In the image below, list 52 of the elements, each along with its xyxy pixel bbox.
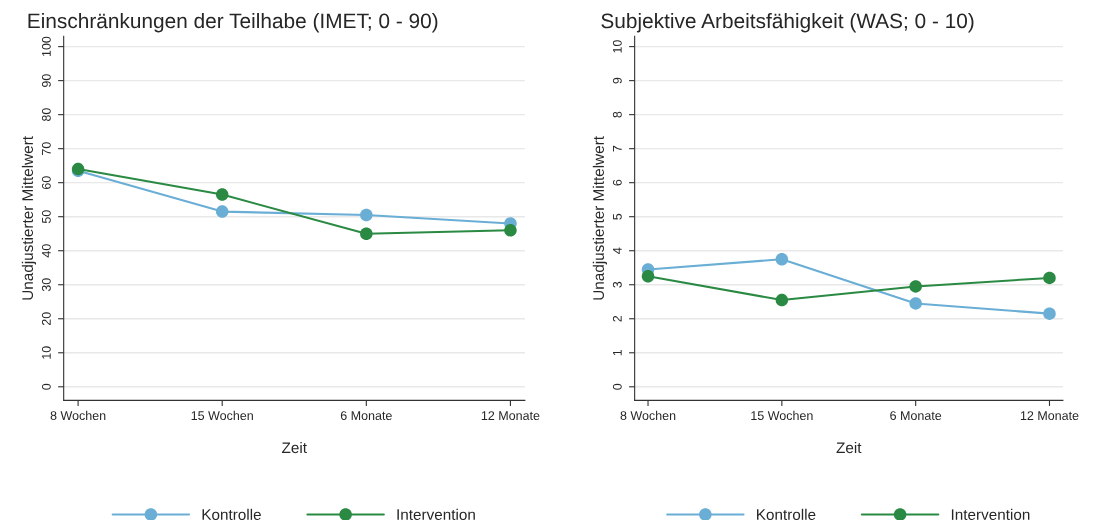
y-tick-label: 4 xyxy=(613,247,622,254)
y-tick-label: 100 xyxy=(41,36,51,57)
point xyxy=(909,280,922,293)
y-tick-label: 6 xyxy=(612,179,622,186)
point xyxy=(360,227,373,240)
x-tick-label: 6 Monate xyxy=(890,411,942,420)
y-tick-label: 2 xyxy=(612,315,622,322)
x-tick-label: 15 Wochen xyxy=(751,410,813,420)
y-tick-label: 8 xyxy=(612,111,622,118)
legend-label: Intervention xyxy=(951,508,1030,520)
y-tick-label: 5 xyxy=(613,213,622,220)
legend-label: Intervention xyxy=(397,508,475,520)
chart-title: Subjektive Arbeitsfähigkeit (WAS; 0 - 10) xyxy=(601,12,974,33)
y-tick-label: 20 xyxy=(41,312,51,326)
x-tick-label: 6 Monate xyxy=(340,411,392,420)
point xyxy=(360,208,373,222)
y-tick-label: 70 xyxy=(41,142,51,155)
y-tick-label: 10 xyxy=(41,346,51,359)
x-axis-title: Zeit xyxy=(836,441,862,454)
y-tick-label: 90 xyxy=(41,74,51,87)
point xyxy=(504,224,517,237)
point xyxy=(1043,307,1056,320)
x-tick-label: 15 Wochen xyxy=(191,410,253,420)
point xyxy=(215,188,229,201)
point xyxy=(641,269,655,283)
legend-label: Kontrolle xyxy=(757,508,816,520)
y-tick-label: 9 xyxy=(612,77,622,84)
x-axis-title: Zeit xyxy=(282,441,307,454)
y-axis-title: Unadjustierter Mittelwert xyxy=(592,136,608,300)
y-tick-label: 0 xyxy=(612,383,622,390)
point xyxy=(775,252,789,266)
y-tick-label: 60 xyxy=(41,176,51,189)
chart-title: Einschränkungen der Teilhabe (IMET; 0 - 90) xyxy=(28,12,438,33)
point xyxy=(215,205,229,218)
y-tick-label: 3 xyxy=(612,281,622,288)
y-tick-label: 80 xyxy=(41,108,51,122)
y-axis-title: Unadjustierter Mittelwert xyxy=(21,136,37,300)
x-tick-label: 12 Monate xyxy=(1020,411,1079,420)
point xyxy=(909,297,922,310)
x-tick-label: 8 Wochen xyxy=(50,410,106,420)
x-tick-label: 8 Wochen xyxy=(620,410,676,420)
y-tick-label: 0 xyxy=(41,383,51,390)
point xyxy=(1043,271,1056,285)
y-tick-label: 50 xyxy=(41,210,51,224)
y-tick-label: 10 xyxy=(612,40,622,53)
point xyxy=(775,293,789,307)
legend-label: Kontrolle xyxy=(202,508,261,520)
y-tick-label: 7 xyxy=(613,145,622,152)
y-tick-label: 40 xyxy=(41,244,51,258)
y-tick-label: 1 xyxy=(613,349,622,356)
y-tick-label: 30 xyxy=(41,278,51,292)
x-tick-label: 12 Monate xyxy=(481,411,540,420)
